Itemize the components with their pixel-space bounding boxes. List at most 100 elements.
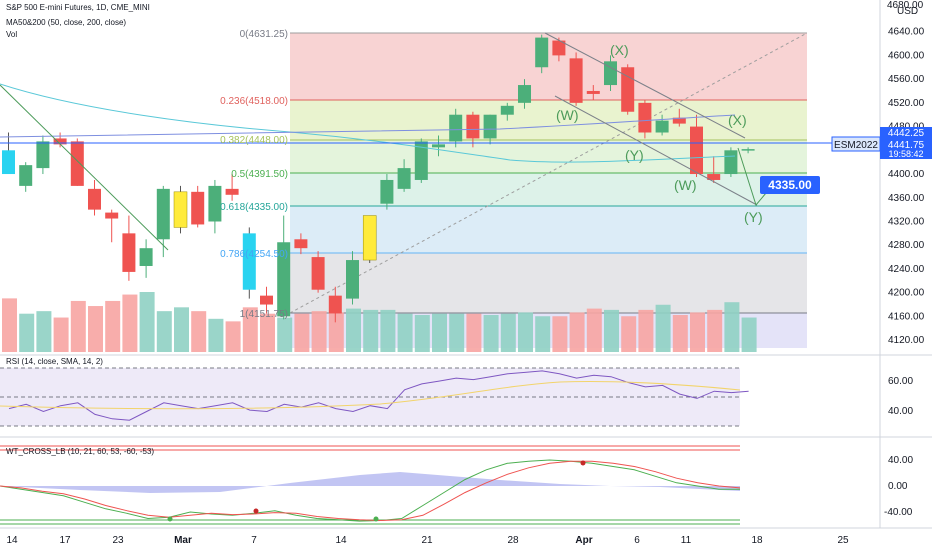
candle-body bbox=[88, 188, 101, 210]
time-tick: 18 bbox=[751, 535, 763, 546]
volume-bar bbox=[191, 311, 207, 352]
candle-body bbox=[397, 168, 411, 189]
rsi-pane bbox=[0, 367, 749, 427]
price-tick: 4640.00 bbox=[888, 27, 925, 38]
candle-body bbox=[655, 120, 669, 133]
wt-line-green bbox=[0, 459, 740, 522]
candle-body bbox=[346, 260, 359, 299]
wt-legend[interactable]: WT_CROSS_LB (10, 21, 60, 53, -60, -53) bbox=[6, 447, 155, 456]
time-tick: 14 bbox=[335, 535, 347, 546]
volume-bar bbox=[294, 313, 310, 352]
candle-body bbox=[414, 141, 428, 180]
ma-value-badge[interactable]: 4442.25 bbox=[880, 127, 932, 139]
wave-label-y2: (Y) bbox=[744, 209, 763, 225]
time-tick: 25 bbox=[837, 535, 849, 546]
wt-area bbox=[0, 472, 740, 493]
fib-label-1: 1(4151.75) bbox=[240, 309, 288, 320]
volume-bar bbox=[535, 316, 551, 352]
time-tick: 21 bbox=[421, 535, 433, 546]
candle-body bbox=[328, 295, 342, 314]
wave-structure bbox=[0, 32, 767, 251]
candle-body bbox=[139, 248, 153, 266]
volume-bar bbox=[569, 312, 585, 352]
candle-body bbox=[19, 165, 33, 186]
candle-body bbox=[432, 144, 445, 148]
volume-bar bbox=[2, 298, 17, 352]
last-price-badge[interactable]: 4441.75 19:58:42 bbox=[880, 138, 932, 159]
wt-tick-neg40: -40.00 bbox=[884, 507, 913, 518]
price-axis[interactable]: 4640.004600.004560.004520.004480.004440.… bbox=[888, 27, 925, 346]
candle-body bbox=[741, 149, 755, 151]
volume-legend[interactable]: Vol bbox=[6, 30, 18, 39]
fib-label-236: 0.236(4518.00) bbox=[220, 96, 288, 107]
time-axis[interactable]: 14 17 23 Mar 7 14 21 28 Apr 6 11 18 25 bbox=[6, 535, 849, 546]
volume-bar bbox=[346, 308, 361, 352]
volume-bar bbox=[432, 313, 447, 352]
volume-bars bbox=[2, 292, 757, 352]
projection-path bbox=[737, 147, 767, 207]
candle-body bbox=[362, 215, 377, 261]
time-tick: 17 bbox=[59, 535, 71, 546]
rsi-tick-40: 40.00 bbox=[888, 406, 913, 417]
symbol-tag-badge[interactable]: ESM2022 bbox=[831, 136, 881, 152]
price-tick: 4120.00 bbox=[888, 335, 925, 346]
volume-bar bbox=[621, 316, 637, 352]
candle-body bbox=[191, 191, 205, 225]
candle-body bbox=[294, 239, 308, 249]
volume-bar bbox=[741, 317, 757, 352]
fib-label-786: 0.786(4254.50) bbox=[220, 249, 288, 260]
fib-label-618: 0.618(4335.00) bbox=[220, 202, 288, 213]
volume-bar bbox=[500, 313, 516, 352]
wt-cross-dot-3 bbox=[373, 516, 379, 522]
left-arrow-line bbox=[0, 84, 169, 251]
fib-zone-3 bbox=[290, 173, 807, 206]
trend-channel-upper bbox=[544, 32, 746, 139]
volume-bar bbox=[586, 308, 602, 352]
volume-bar bbox=[36, 311, 52, 352]
price-tick: 4280.00 bbox=[888, 240, 925, 251]
volume-bar bbox=[466, 313, 482, 352]
time-tick: 7 bbox=[251, 535, 257, 546]
volume-bar bbox=[655, 304, 671, 352]
volume-bar bbox=[260, 313, 275, 352]
volume-bar bbox=[724, 302, 740, 352]
volume-bar bbox=[174, 307, 189, 352]
symbol-title[interactable]: S&P 500 E-mini Futures, 1D, CME_MINI bbox=[6, 3, 150, 12]
candle-body bbox=[311, 257, 325, 290]
price-tick: 4240.00 bbox=[888, 264, 925, 275]
trend-channel-lower bbox=[554, 95, 758, 206]
wt-line-red bbox=[0, 460, 741, 522]
candle-body bbox=[569, 58, 583, 103]
volume-bar bbox=[690, 312, 705, 352]
price-tick: 4600.00 bbox=[888, 50, 925, 61]
volume-bar bbox=[707, 309, 723, 352]
fib-zone-5 bbox=[290, 253, 807, 313]
candle-body bbox=[535, 37, 549, 68]
target-price-badge[interactable]: 4335.00 bbox=[760, 176, 820, 194]
rsi-line bbox=[8, 370, 749, 421]
time-tick: 11 bbox=[681, 535, 692, 546]
volume-bar bbox=[518, 312, 533, 352]
wave-label-w2: (W) bbox=[674, 177, 697, 193]
rsi-legend[interactable]: RSI (14, close, SMA, 14, 2) bbox=[6, 357, 103, 366]
volume-bar bbox=[552, 316, 568, 352]
candle-body bbox=[380, 179, 394, 204]
wave-label-x2: (X) bbox=[728, 112, 747, 128]
candle-body bbox=[586, 90, 600, 94]
volume-bar bbox=[672, 314, 688, 352]
symbol-tag-text: ESM2022 bbox=[834, 140, 878, 151]
volume-bar bbox=[139, 292, 155, 352]
volume-bar bbox=[414, 314, 430, 352]
candle-body bbox=[70, 141, 84, 186]
volume-bar bbox=[363, 309, 379, 352]
fib-label-5: 0.5(4391.50) bbox=[231, 169, 288, 180]
candle-body bbox=[225, 188, 239, 195]
time-tick: Apr bbox=[575, 535, 592, 546]
ma-legend[interactable]: MA50&200 (50, close, 200, close) bbox=[6, 18, 127, 27]
volume-bar bbox=[449, 313, 465, 352]
volume-bar bbox=[311, 311, 327, 352]
volume-bar bbox=[122, 294, 138, 352]
fib-label-382: 0.382(4448.00) bbox=[220, 135, 288, 146]
wt-pane bbox=[0, 445, 741, 525]
